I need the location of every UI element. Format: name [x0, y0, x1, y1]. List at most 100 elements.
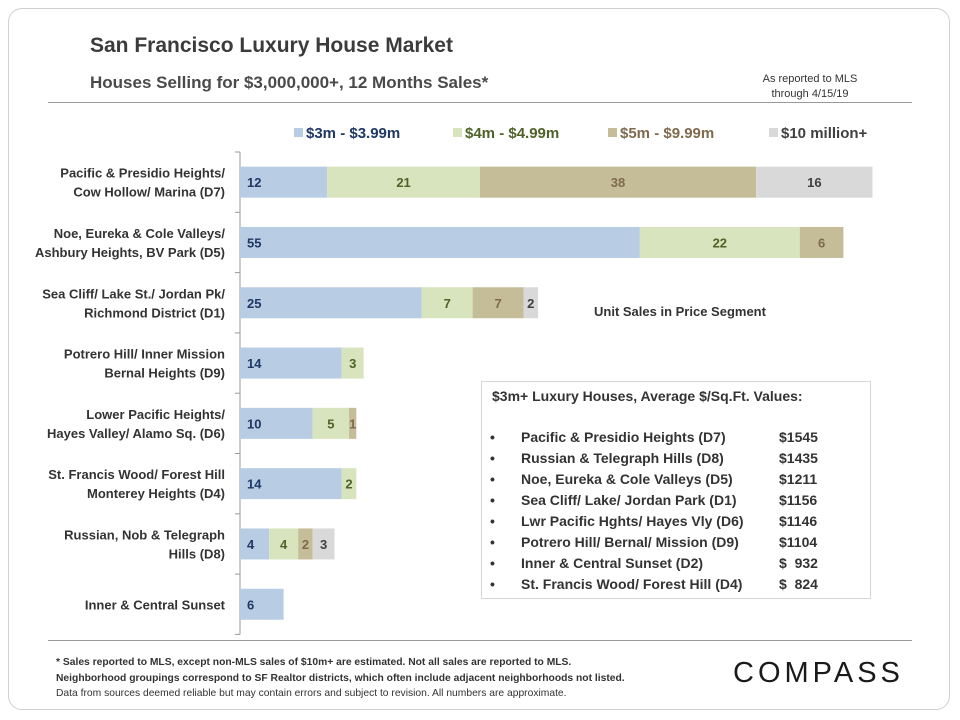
stacked-bar-chart: $3m - $3.99m $4m - $4.99m $5m - $9.99m $10 …	[35, 125, 873, 635]
info-item-name: Russian & Telegraph Hills (D8)	[521, 450, 724, 466]
data-label: 21	[396, 175, 410, 190]
bar-segment	[327, 166, 480, 198]
category-label: Cow Hollow/ Marina (D7)	[73, 185, 225, 200]
data-label: 2	[302, 537, 309, 552]
category-label: Monterey Heights (D4)	[87, 486, 225, 501]
info-item: • Inner & Central Sunset (D2) $ 932	[490, 555, 860, 576]
bullet-icon: •	[490, 492, 495, 508]
legend-label: $5m - $9.99m	[620, 125, 714, 142]
info-item-name: St. Francis Wood/ Forest Hill (D4)	[521, 576, 743, 592]
bullet-icon: •	[490, 534, 495, 550]
header-divider	[48, 102, 912, 103]
category-label: Pacific & Presidio Heights/	[60, 166, 225, 181]
bullet-icon: •	[490, 576, 495, 592]
info-item-name: Pacific & Presidio Heights (D7)	[521, 429, 726, 445]
info-item: • St. Francis Wood/ Forest Hill (D4) $ 824	[490, 576, 860, 597]
legend-label: $4m - $4.99m	[465, 125, 559, 142]
as-of-note: As reported to MLS through 4/15/19	[740, 72, 880, 102]
category-label: Potrero Hill/ Inner Mission	[64, 347, 225, 362]
footer-divider	[48, 640, 912, 641]
axis-annotation: Unit Sales in Price Segment	[594, 304, 767, 319]
data-label: 4	[247, 537, 255, 552]
data-label: 22	[713, 235, 727, 250]
data-label: 2	[527, 296, 534, 311]
legend-label: $3m - $3.99m	[306, 125, 400, 142]
info-item-value: $1156	[779, 492, 818, 508]
info-item-name: Sea Cliff/ Lake/ Jordan Park (D1)	[521, 492, 737, 508]
bar-segment	[269, 528, 299, 560]
bar-segment	[756, 166, 873, 198]
bar-segment	[240, 166, 328, 198]
info-item-name: Inner & Central Sunset (D2)	[521, 555, 704, 571]
footnote-line-3: Data from sources deemed reliable but ma…	[56, 688, 567, 699]
footnote-line-1: * Sales reported to MLS, except non-MLS …	[56, 657, 572, 668]
footnote: * Sales reported to MLS, except non-MLS …	[56, 655, 625, 702]
bar-segment	[240, 588, 284, 620]
info-item: • Noe, Eureka & Cole Valleys (D5) $1211	[490, 471, 860, 492]
info-item: • Potrero Hill/ Bernal/ Mission (D9) $1104	[490, 534, 860, 555]
category-label: Ashbury Heights, BV Park (D5)	[35, 245, 225, 260]
bullet-icon: •	[490, 471, 495, 487]
slide-frame	[8, 8, 950, 710]
bullet-icon: •	[490, 450, 495, 466]
data-label: 10	[247, 416, 261, 431]
bar-segment	[312, 407, 350, 439]
info-item-value: $1146	[779, 513, 818, 529]
footnote-line-2: Neighborhood groupings correspond to SF …	[56, 672, 625, 684]
bar-segment	[639, 226, 800, 258]
legend-swatch	[294, 128, 303, 137]
bar-segment	[341, 468, 357, 500]
info-item: • Lwr Pacific Hghts/ Hayes Vly (D6) $1146	[490, 513, 860, 534]
chart-subtitle: Houses Selling for $3,000,000+, 12 Month…	[90, 73, 489, 92]
info-box-list: • Pacific & Presidio Heights (D7) $1545 • Ru…	[490, 429, 860, 597]
legend-swatch	[453, 128, 462, 137]
bullet-icon: •	[490, 513, 495, 529]
bar-segment	[479, 166, 757, 198]
category-label: Inner & Central Sunset	[85, 597, 226, 612]
info-item-value: $1211	[779, 471, 818, 487]
category-label: Hayes Valley/ Alamo Sq. (D6)	[47, 426, 225, 441]
as-of-line-2: through 4/15/19	[771, 88, 849, 100]
category-label: Lower Pacific Heights/	[86, 407, 225, 422]
info-box-title: $3m+ Luxury Houses, Average $/Sq.Ft. Val…	[492, 388, 803, 404]
bar-segment	[240, 226, 640, 258]
bar-segment	[341, 347, 364, 379]
bar-segment	[240, 528, 270, 560]
info-item-value: $ 824	[779, 576, 818, 592]
data-label: 3	[320, 537, 327, 552]
info-item-value: $1435	[779, 450, 818, 466]
data-label: 3	[349, 356, 356, 371]
bar-segment	[523, 287, 539, 319]
bar-segment	[349, 407, 357, 439]
info-item-name: Lwr Pacific Hghts/ Hayes Vly (D6)	[521, 513, 744, 529]
data-label: 7	[494, 296, 501, 311]
legend-label: $10 million+	[781, 125, 868, 142]
category-label: Russian, Nob & Telegraph	[64, 527, 225, 542]
bar-segment	[240, 347, 342, 379]
data-label: 2	[345, 477, 352, 492]
category-label: Bernal Heights (D9)	[104, 366, 225, 381]
data-label: 38	[611, 175, 625, 190]
bar-segment	[421, 287, 473, 319]
price-per-sqft-box: $3m+ Luxury Houses, Average $/Sq.Ft. Val…	[481, 381, 871, 599]
compass-logo: COMPASS	[733, 657, 904, 689]
info-item-name: Potrero Hill/ Bernal/ Mission (D9)	[521, 534, 739, 550]
category-label: Sea Cliff/ Lake St./ Jordan Pk/	[42, 286, 225, 301]
legend-swatch	[608, 128, 617, 137]
info-item-name: Noe, Eureka & Cole Valleys (D5)	[521, 471, 733, 487]
data-label: 5	[327, 416, 334, 431]
category-label: Hills (D8)	[169, 546, 225, 561]
bullet-icon: •	[490, 555, 495, 571]
data-label: 4	[280, 537, 288, 552]
category-label: Richmond District (D1)	[84, 305, 225, 320]
info-item: • Sea Cliff/ Lake/ Jordan Park (D1) $1156	[490, 492, 860, 513]
bar-segment	[298, 528, 313, 560]
bullet-icon: •	[490, 429, 495, 445]
category-label: St. Francis Wood/ Forest Hill	[48, 467, 225, 482]
data-label: 12	[247, 175, 261, 190]
as-of-line-1: As reported to MLS	[762, 73, 858, 85]
data-label: 6	[818, 235, 825, 250]
data-label: 6	[247, 597, 254, 612]
info-item-value: $1545	[779, 429, 818, 445]
chart-title: San Francisco Luxury House Market	[90, 34, 453, 57]
